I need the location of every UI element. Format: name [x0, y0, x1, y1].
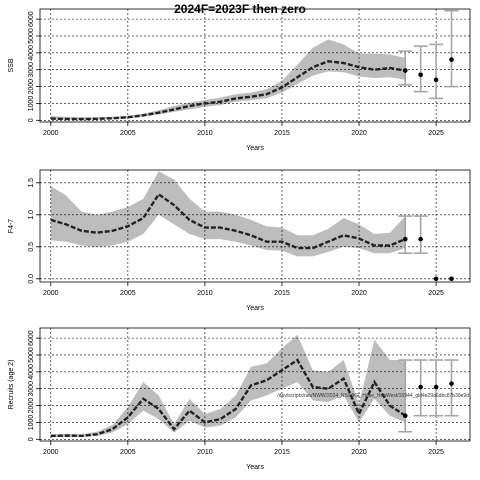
x-tick-label: 2005 [120, 290, 136, 297]
x-tick-label: 2005 [120, 449, 136, 456]
x-tick-label: 2025 [428, 449, 444, 456]
projection-point [449, 381, 454, 386]
series-line [50, 358, 406, 438]
y-tick-label: 1000 [28, 96, 35, 112]
y-tick-label: 1.5 [28, 178, 35, 188]
projection-point [449, 276, 454, 282]
y-tick-label: 0 [28, 118, 35, 122]
x-tick-label: 2020 [351, 130, 367, 137]
projection-point [402, 236, 408, 242]
ssb-panel: 2000 2005 2010 2015 2020 20250100020003000400… [8, 8, 471, 152]
y-tick-label: 2000 [28, 79, 35, 95]
projection-point [418, 72, 423, 78]
x-tick-label: 2000 [43, 130, 59, 137]
y-tick-label: 5000 [28, 347, 35, 363]
x-axis-label: Years [246, 464, 264, 471]
x-tick-label: 2025 [428, 130, 444, 137]
y-tick-label: 3000 [28, 381, 35, 397]
y-tick-label: 6000 [28, 330, 35, 346]
series-line [50, 60, 406, 121]
y-axis-label: SSB [8, 58, 15, 72]
projection-point [433, 384, 439, 390]
projection-point [418, 236, 423, 242]
recruits-panel: 2000 2005 2010 2015 2020 20250100020003000400… [8, 327, 471, 471]
confidence-band [50, 171, 406, 257]
x-tick-label: 2015 [274, 449, 290, 456]
x-tick-label: 2010 [197, 449, 213, 456]
x-tick-label: 2005 [120, 130, 136, 137]
confidence-band [50, 39, 406, 120]
y-axis-label: Recruits (age 2) [8, 360, 15, 410]
x-tick-label: 2010 [197, 290, 213, 297]
x-tick-label: 2020 [351, 449, 367, 456]
x-tick-label: 2020 [351, 290, 367, 297]
y-axis-label: F4-7 [8, 219, 15, 234]
series-line [50, 192, 406, 250]
y-tick-label: 0 [28, 437, 35, 441]
projection-point [402, 68, 408, 73]
confidence-band [50, 334, 406, 438]
plot-frame [39, 327, 471, 442]
x-axis-label: Years [246, 145, 264, 152]
projection-point [402, 413, 408, 419]
y-tick-label: 5000 [28, 28, 35, 44]
y-tick-label: 1000 [28, 415, 35, 431]
x-tick-label: 2000 [43, 449, 59, 456]
y-tick-label: 0.0 [28, 274, 35, 284]
y-tick-label: 6000 [28, 11, 35, 27]
x-tick-label: 2000 [43, 290, 59, 297]
projection-point [449, 57, 454, 62]
fishing-mortality-panel: 2000 2005 2010 2015 2020 2025 0.0 0.5 1.0 1.5 Year… [8, 169, 471, 312]
path-annotation: /dev/scripts/run/NWW/2024_NS/HKE_Hake_He… [277, 393, 469, 399]
projection-point [418, 384, 423, 390]
x-tick-label: 2015 [274, 130, 290, 137]
projection-point [433, 77, 439, 83]
y-tick-label: 4000 [28, 364, 35, 380]
x-tick-label: 2015 [274, 290, 290, 297]
x-tick-label: 2025 [428, 290, 444, 297]
x-tick-label: 2010 [197, 130, 213, 137]
y-tick-label: 4000 [28, 45, 35, 61]
x-axis-label: Years [246, 305, 264, 312]
y-tick-label: 3000 [28, 62, 35, 78]
y-tick-label: 0.5 [28, 242, 35, 252]
plot-frame [39, 169, 471, 283]
y-tick-label: 1.0 [28, 210, 35, 220]
projection-point [433, 276, 439, 282]
plot-frame [39, 8, 471, 123]
y-tick-label: 2000 [28, 398, 35, 414]
